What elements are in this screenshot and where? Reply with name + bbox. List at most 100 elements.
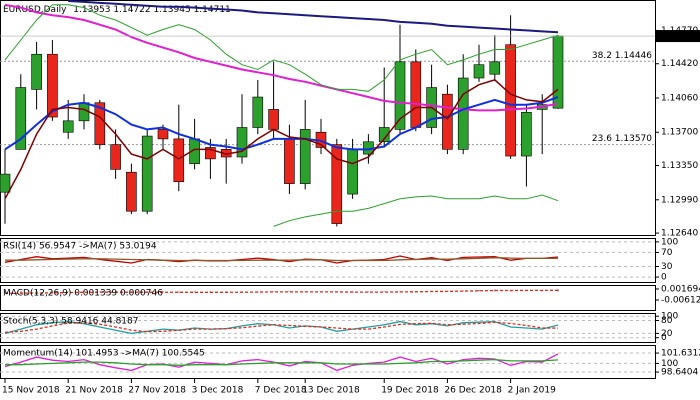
candle-body	[378, 127, 390, 143]
indicator-line	[5, 358, 559, 366]
candle-body	[173, 138, 185, 183]
candle-body	[284, 138, 295, 184]
panel-frame	[0, 238, 656, 283]
y-tick-label: 98.6404	[661, 368, 698, 378]
histogram-bar	[4, 291, 6, 294]
histogram-bar	[367, 291, 370, 293]
candle-body	[126, 171, 137, 212]
panel-title: MACD(12,26,9) 0.001339 0.000746	[3, 289, 163, 299]
y-tick-label: 1.12640	[661, 229, 698, 239]
candle-body	[0, 173, 11, 193]
candle-body	[505, 44, 516, 157]
y-tick-label: 1.14420	[661, 59, 698, 69]
panel-frame	[0, 313, 656, 343]
candle-body	[141, 135, 153, 212]
indicator-line	[4, 321, 559, 333]
last-high: 1.14722	[113, 5, 150, 15]
histogram-bar	[272, 291, 275, 292]
candle-body	[331, 144, 343, 224]
x-tick-label: 27 Nov 2018	[128, 386, 186, 396]
panel-title: Momentum(14) 101.4953 ->MA(7) 100.5545	[3, 349, 205, 359]
x-tick-label: 13 Dec 2018	[302, 386, 360, 396]
candle-body	[442, 93, 453, 150]
candle-body	[252, 96, 264, 128]
panel-title: RSI(14) 56.9547 ->MA(7) 53.0194	[3, 242, 157, 252]
y-tick-label: 1.13700	[661, 128, 698, 138]
x-tick-label: 26 Dec 2018	[444, 386, 502, 396]
indicator-line	[4, 255, 559, 264]
y-tick-label: 70	[661, 248, 673, 258]
candle-body	[410, 61, 422, 128]
y-tick-label: 1.13350	[661, 161, 698, 171]
candle-body	[394, 61, 406, 130]
y-tick-label: 100	[661, 312, 678, 322]
candle-body	[47, 53, 58, 118]
indicator-line	[4, 320, 559, 335]
histogram-bar	[462, 290, 465, 292]
y-tick-label: 101.6312	[661, 349, 700, 359]
y-tick-label: -0.006122	[661, 296, 700, 306]
histogram-bar	[177, 291, 180, 293]
panel-title: Stoch(5,3,3) 58.9416 44.8187	[3, 317, 138, 327]
x-tick-label: 3 Dec 2018	[192, 386, 244, 396]
indicator-line	[5, 257, 558, 262]
indicator-line	[4, 79, 559, 200]
candle-body	[347, 149, 358, 195]
indicator-line	[273, 194, 559, 227]
last-low: 1.13945	[153, 5, 190, 15]
indicator-line	[4, 289, 559, 294]
y-tick-label: 1.12990	[661, 195, 698, 205]
candle-body	[521, 111, 532, 157]
candle-body	[15, 87, 27, 150]
fib-label: 38.2 1.14446	[592, 51, 652, 61]
candle-body	[299, 129, 311, 184]
candle-body	[268, 109, 279, 130]
histogram-bar	[83, 291, 85, 292]
indicator-line	[68, 0, 559, 34]
indicator-line	[4, 353, 559, 372]
x-tick-label: 2 Jan 2019	[508, 386, 556, 396]
last-price-box	[656, 30, 700, 43]
y-tick-label: 30	[661, 262, 673, 272]
y-tick-label: 1.14060	[661, 93, 698, 103]
histogram-bar	[193, 291, 196, 293]
indicator-line	[4, 3, 559, 112]
candle-body	[110, 144, 121, 170]
candle-body	[457, 77, 469, 150]
histogram-bar	[19, 291, 22, 293]
x-tick-label: 21 Nov 2018	[65, 386, 123, 396]
panel-frame	[0, 345, 656, 379]
histogram-bar	[557, 289, 559, 292]
candle-body	[236, 127, 248, 158]
candle-body	[62, 120, 74, 133]
indicator-line	[4, 96, 559, 151]
candle-body	[157, 129, 169, 140]
y-tick-label: 100	[661, 359, 678, 369]
candle-body	[205, 147, 216, 160]
histogram-bar	[478, 289, 480, 292]
panel-frame	[0, 0, 656, 236]
histogram-bar	[51, 291, 54, 292]
candle-body	[489, 61, 501, 75]
histogram-bar	[493, 289, 496, 292]
histogram-bar	[35, 291, 38, 293]
symbol: EURUSD,Daily	[3, 5, 67, 15]
last-open: 1.13953	[73, 5, 110, 15]
x-tick-label: 19 Dec 2018	[381, 386, 439, 396]
histogram-bar	[98, 291, 101, 292]
histogram-bar	[383, 291, 386, 292]
y-tick-label: 100	[661, 237, 678, 247]
panel-frame	[0, 285, 656, 311]
y-tick-label: 0.001694	[661, 284, 700, 294]
histogram-bar	[288, 291, 291, 293]
candle-body	[473, 64, 485, 79]
histogram-bar	[67, 291, 70, 292]
y-tick-label: 80	[661, 316, 673, 326]
indicator-line	[4, 4, 559, 92]
last-price-label: 1.14711	[659, 32, 696, 42]
x-tick-label: 15 Nov 2018	[2, 386, 60, 396]
fib-label: 23.6 1.13570	[592, 134, 652, 144]
candle-body	[31, 53, 42, 90]
y-tick-label: 0	[661, 273, 667, 283]
